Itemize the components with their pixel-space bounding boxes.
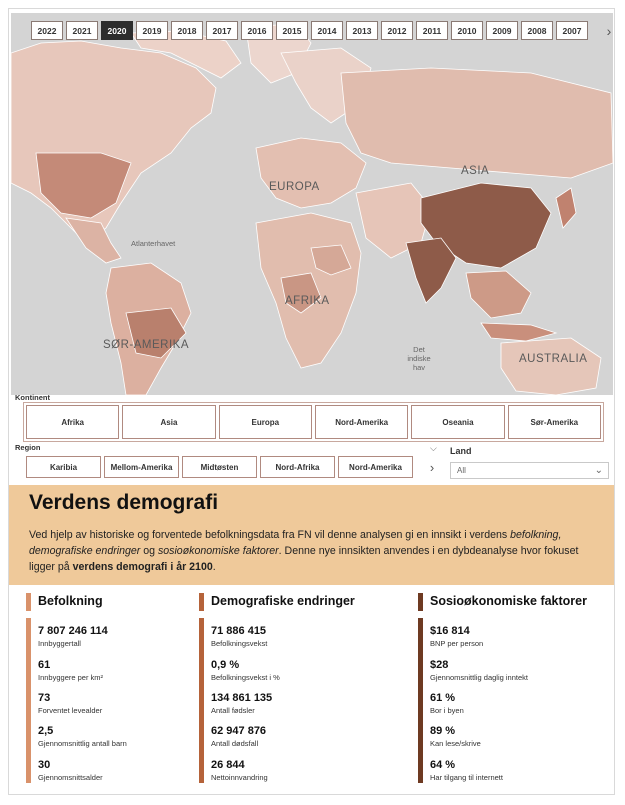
year-button-2013[interactable]: 2013 (346, 21, 378, 40)
region-slicer-title: Region (15, 443, 41, 452)
map-label-afrika: AFRIKA (285, 295, 330, 307)
map-label-europa: EUROPA (269, 181, 320, 193)
report-page: ASIA EUROPA AFRIKA SØR-AMERIKA AUSTRALIA… (8, 8, 615, 795)
stat-item: 61 % Bor i byen (430, 692, 464, 715)
column-accent-bar (418, 593, 423, 611)
map-label-det-indiske-hav: Det indiske hav (407, 345, 431, 372)
year-button-2019[interactable]: 2019 (136, 21, 168, 40)
stat-item: 30 Gjennomsnittsalder (38, 759, 103, 782)
land-dropdown[interactable]: All ⌄ (450, 462, 609, 479)
map-label-atlanterhavet: Atlanterhavet (131, 239, 176, 248)
stat-item: 7 807 246 114 Innbyggertall (38, 625, 108, 648)
kontinent-slicer-title: Kontinent (15, 393, 50, 402)
region-scroll-right-icon[interactable]: › (429, 459, 435, 475)
column-title: Befolkning (38, 594, 103, 608)
region-collapse-chevron-icon[interactable]: ⌵ (430, 443, 437, 453)
column-side-bar (418, 618, 423, 783)
land-dropdown-value: All (457, 466, 466, 475)
intro-text: Ved hjelp av historiske og forventede be… (29, 529, 579, 573)
year-button-2011[interactable]: 2011 (416, 21, 448, 40)
region-option-karibia[interactable]: Karibia (26, 456, 101, 478)
column-accent-bar (26, 593, 31, 611)
year-button-2009[interactable]: 2009 (486, 21, 518, 40)
column-side-bar (26, 618, 31, 783)
stat-item: $16 814 BNP per person (430, 625, 484, 648)
stat-item: 89 % Kan lese/skrive (430, 725, 481, 748)
stat-item: 71 886 415 Befolkningsvekst (211, 625, 268, 648)
year-button-2018[interactable]: 2018 (171, 21, 203, 40)
stat-item: 0,9 % Befolkningsvekst i % (211, 659, 280, 682)
year-button-2021[interactable]: 2021 (66, 21, 98, 40)
stat-item: 64 % Har tilgang til internett (430, 759, 503, 782)
region-option-midtosten[interactable]: Midtøsten (182, 456, 257, 478)
year-button-2012[interactable]: 2012 (381, 21, 413, 40)
stat-item: 73 Forventet levealder (38, 692, 103, 715)
kontinent-option-sor-amerika[interactable]: Sør-Amerika (507, 405, 601, 439)
stat-item: 61 Innbyggere per km² (38, 659, 104, 682)
chevron-down-icon: ⌄ (594, 465, 603, 476)
map-shapes (11, 13, 613, 395)
kontinent-slicer-frame (23, 402, 604, 442)
stat-item: $28 Gjennomsnittlig daglig inntekt (430, 659, 528, 682)
column-title: Demografiske endringer (211, 594, 355, 608)
year-button-2010[interactable]: 2010 (451, 21, 483, 40)
kontinent-slicer: Afrika Asia Europa Nord-Amerika Oseania … (26, 405, 601, 439)
year-button-2007[interactable]: 2007 (556, 21, 588, 40)
land-slicer-title: Land (450, 446, 472, 456)
year-button-2014[interactable]: 2014 (311, 21, 343, 40)
kontinent-option-nord-amerika[interactable]: Nord-Amerika (314, 405, 409, 439)
year-button-2016[interactable]: 2016 (241, 21, 273, 40)
year-scroll-right-icon[interactable]: › (606, 22, 612, 39)
column-side-bar (199, 618, 204, 783)
kontinent-option-afrika[interactable]: Afrika (26, 405, 120, 439)
year-button-2020[interactable]: 2020 (101, 21, 133, 40)
map-label-sor-amerika: SØR-AMERIKA (103, 339, 190, 351)
region-option-mellom-amerika[interactable]: Mellom-Amerika (104, 456, 179, 478)
region-option-nord-afrika[interactable]: Nord-Afrika (260, 456, 335, 478)
page-title: Verdens demografi (29, 491, 219, 514)
kontinent-option-oseania[interactable]: Oseania (411, 405, 505, 439)
map-label-asia: ASIA (461, 165, 490, 177)
region-slicer: Karibia Mellom-Amerika Midtøsten Nord-Af… (26, 456, 413, 478)
column-title: Sosioøkonomiske faktorer (430, 594, 587, 608)
stat-item: 62 947 876 Antall dødsfall (211, 725, 267, 748)
stat-item: 2,5 Gjennomsnittlig antall barn (38, 725, 127, 748)
year-button-2015[interactable]: 2015 (276, 21, 308, 40)
world-map[interactable]: ASIA EUROPA AFRIKA SØR-AMERIKA AUSTRALIA… (11, 13, 613, 395)
stat-item: 26 844 Nettoinnvandring (211, 759, 268, 782)
kontinent-option-europa[interactable]: Europa (218, 405, 312, 439)
region-option-nord-amerika[interactable]: Nord-Amerika (338, 456, 413, 478)
intro-banner: Verdens demografi Ved hjelp av historisk… (9, 485, 614, 585)
kontinent-option-asia[interactable]: Asia (122, 405, 216, 439)
stat-item: 134 861 135 Antall fødsler (211, 692, 273, 715)
column-accent-bar (199, 593, 204, 611)
year-slicer: 2022 2021 2020 2019 2018 2017 2016 2015 … (31, 21, 588, 40)
year-button-2017[interactable]: 2017 (206, 21, 238, 40)
map-label-australia: AUSTRALIA (519, 353, 588, 365)
year-button-2022[interactable]: 2022 (31, 21, 63, 40)
year-button-2008[interactable]: 2008 (521, 21, 553, 40)
